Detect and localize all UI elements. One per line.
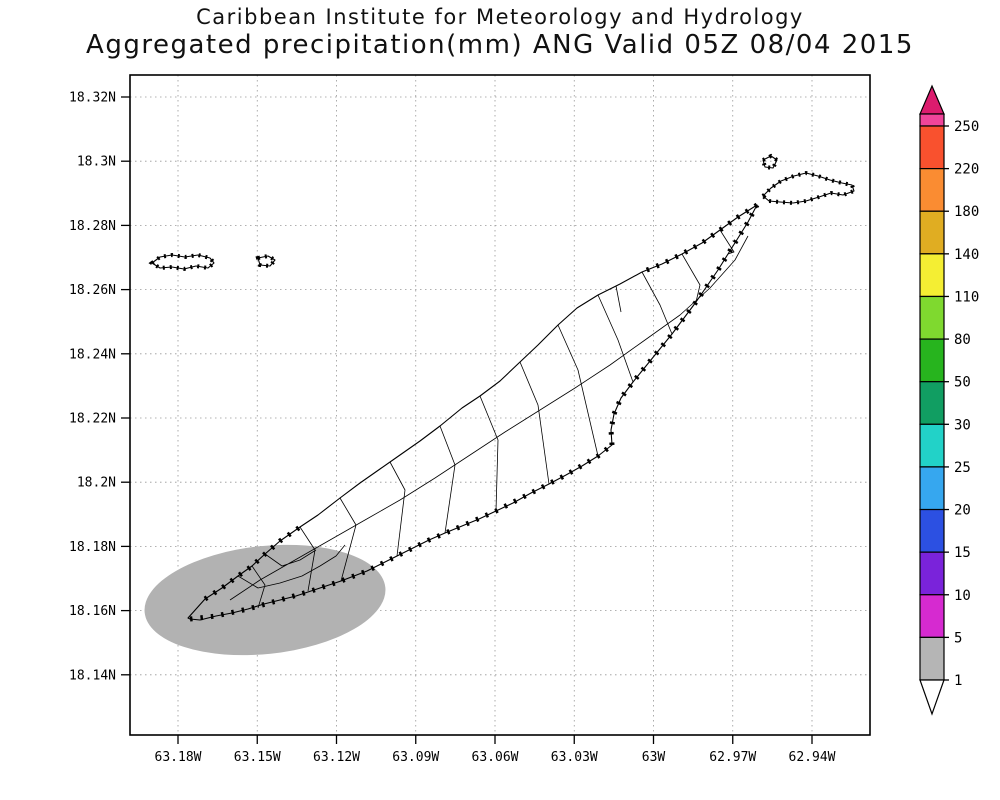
lat-label: 18.3N: [77, 155, 116, 170]
lon-label: 62.94W: [789, 750, 836, 765]
colorbar-segment: [919, 168, 945, 212]
lat-label: 18.22N: [69, 412, 116, 427]
lon-label: 62.97W: [709, 750, 756, 765]
offshore-cay-small-marks: [255, 253, 279, 269]
island-interior-boundaries: [229, 229, 749, 609]
colorbar-value-label: 25: [954, 460, 971, 476]
scrub-island-marks: [760, 153, 857, 206]
island-map: [144, 153, 857, 656]
colorbar-segment: [919, 338, 945, 383]
colorbar-value-label: 20: [954, 503, 971, 519]
colorbar-segment: [919, 508, 945, 553]
colorbar-segment: [919, 381, 945, 425]
lon-label: 63.15W: [234, 750, 281, 765]
colorbar-segment: [919, 423, 945, 468]
colorbar-segment: [919, 113, 945, 127]
lon-label: 63.03W: [551, 750, 598, 765]
lon-label: 63W: [642, 750, 666, 765]
lon-label: 63.12W: [313, 750, 360, 765]
colorbar-value-label: 15: [954, 545, 971, 561]
scrub-island: [762, 155, 855, 204]
colorbar-segment: [919, 551, 945, 596]
colorbar-value-label: 1: [954, 673, 962, 689]
colorbar-segment: [919, 125, 945, 170]
lat-label: 18.26N: [69, 283, 116, 298]
lat-label: 18.18N: [69, 540, 116, 555]
colorbar-value-label: 5: [954, 630, 962, 646]
colorbar: 250 220 180 140 110 80 50 30 25 20 15 10 5 1: [919, 84, 979, 716]
colorbar-value-label: 10: [954, 588, 971, 604]
colorbar-value-label: 140: [954, 247, 979, 263]
institute-title: Caribbean Institute for Meteorology and …: [196, 5, 804, 29]
axis-layer: 18.32N 18.3N 18.28N 18.26N 18.24N 18.22N 18.2N…: [69, 91, 836, 766]
colorbar-value-label: 180: [954, 204, 979, 220]
plot-border: [129, 74, 871, 736]
plot-title: Aggregated precipitation(mm) ANG Valid 0…: [86, 30, 914, 60]
lat-label: 18.14N: [69, 668, 116, 683]
colorbar-segment: [919, 594, 945, 638]
colorbar-value-label: 110: [954, 289, 979, 305]
colorbar-value-label: 250: [954, 119, 979, 135]
colorbar-arrow-bottom: [919, 679, 945, 716]
island-coastline: [187, 204, 758, 621]
colorbar-value-label: 80: [954, 332, 971, 348]
colorbar-segment: [919, 466, 945, 511]
lat-label: 18.2N: [77, 476, 116, 491]
precip-shading: [144, 544, 386, 656]
colorbar-value-label: 50: [954, 375, 971, 391]
lat-label: 18.16N: [69, 604, 116, 619]
lon-label: 63.06W: [472, 750, 519, 765]
colorbar-segment: [919, 253, 945, 298]
lon-label: 63.09W: [392, 750, 439, 765]
lat-label: 18.28N: [69, 219, 116, 234]
colorbar-value-label: 30: [954, 417, 971, 433]
lon-label: 63.18W: [155, 750, 202, 765]
offshore-cay-west-marks: [148, 252, 217, 272]
colorbar-value-label: 220: [954, 162, 979, 178]
colorbar-segment: [919, 210, 945, 255]
lat-label: 18.32N: [69, 91, 116, 106]
colorbar-segment: [919, 636, 945, 681]
colorbar-segment: [919, 295, 945, 340]
lat-label: 18.24N: [69, 347, 116, 362]
colorbar-arrow-top: [919, 84, 945, 115]
